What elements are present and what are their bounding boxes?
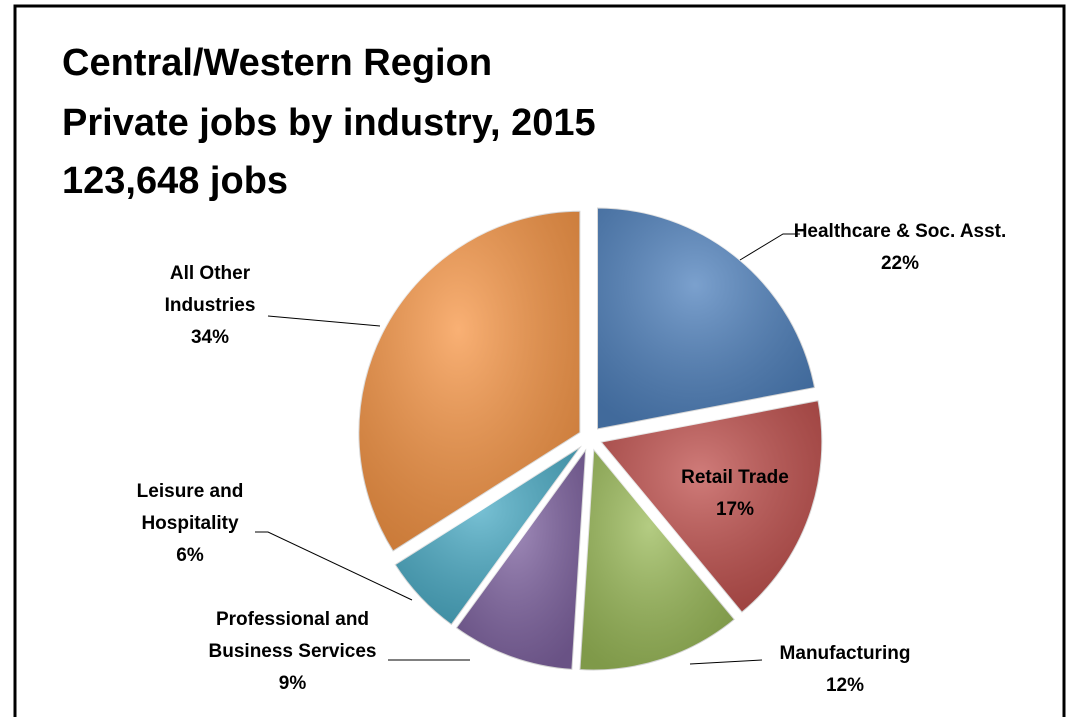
category-label: Healthcare & Soc. Asst. xyxy=(793,221,1007,242)
data-label: Manufacturing 12% xyxy=(745,638,945,702)
data-label: Leisure and Hospitality 6% xyxy=(105,476,275,572)
chart-title: Central/Western Region xyxy=(62,42,493,84)
data-label: Retail Trade 17% xyxy=(655,462,815,526)
leader-line xyxy=(255,531,413,601)
leader-line xyxy=(739,233,800,261)
data-label: Healthcare & Soc. Asst. 22% xyxy=(790,216,1010,280)
slice-shade xyxy=(597,207,816,430)
data-label: All Other Industries 34% xyxy=(130,258,290,354)
slice-shade xyxy=(394,445,582,626)
leader-lines xyxy=(255,233,800,665)
pie xyxy=(357,206,824,672)
value-label: 22% xyxy=(880,253,920,274)
category-label: Manufacturing xyxy=(779,643,911,664)
value-label: 12% xyxy=(825,675,865,696)
category-label: Leisure and Hospitality xyxy=(136,481,244,534)
slice-shade xyxy=(455,448,587,670)
slice-shade xyxy=(358,210,581,552)
leader-line xyxy=(267,315,381,327)
value-label: 34% xyxy=(190,327,230,348)
annotation: 123,648 jobs xyxy=(62,160,289,202)
slice-shade xyxy=(600,400,823,613)
slice-shade xyxy=(579,448,735,671)
category-label: All Other Industries xyxy=(164,263,256,316)
value-label: 6% xyxy=(176,545,204,566)
data-label: Professional and Business Services 9% xyxy=(180,604,405,700)
value-label: 17% xyxy=(715,499,755,520)
category-label: Professional and Business Services xyxy=(208,609,377,662)
leader-line xyxy=(689,659,763,665)
chart-subtitle: Private jobs by industry, 2015 xyxy=(62,102,596,144)
category-label: Retail Trade xyxy=(681,467,789,488)
frame xyxy=(13,4,1066,717)
value-label: 9% xyxy=(278,673,307,694)
